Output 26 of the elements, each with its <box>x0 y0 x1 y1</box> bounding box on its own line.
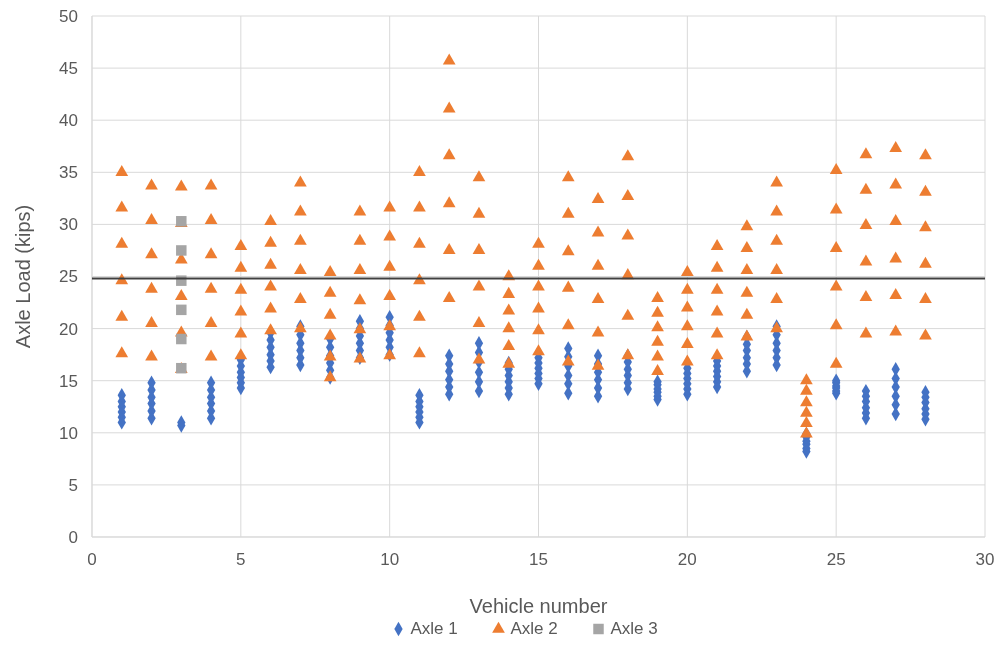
x-axis-title: Vehicle number <box>469 595 608 617</box>
y-tick-label: 15 <box>59 371 78 391</box>
y-tick-label: 20 <box>59 319 78 339</box>
y-tick-label: 10 <box>59 423 78 443</box>
y-axis-title: Axle Load (kips) <box>12 204 34 349</box>
x-tick-label: 25 <box>826 550 846 569</box>
point <box>176 245 187 256</box>
y-tick-label: 40 <box>59 111 78 131</box>
point <box>176 304 187 316</box>
x-tick-label: 30 <box>975 550 995 569</box>
x-tick-label: 0 <box>87 550 97 569</box>
y-tick-label: 5 <box>68 475 78 495</box>
legend-label: Axle 2 <box>510 619 558 638</box>
x-tick-label: 15 <box>529 550 548 569</box>
y-tick-label: 0 <box>68 527 78 547</box>
y-tick-label: 45 <box>59 59 78 79</box>
y-tick-label: 50 <box>59 6 78 26</box>
y-tick-label: 30 <box>59 215 78 235</box>
legend-label: Axle 3 <box>610 619 658 638</box>
point <box>176 333 187 345</box>
legend-label: Axle 1 <box>410 619 458 638</box>
y-tick-label: 25 <box>59 267 78 287</box>
x-tick-label: 5 <box>236 550 246 569</box>
y-tick-label: 35 <box>59 163 78 183</box>
x-tick-label: 10 <box>380 550 400 569</box>
x-tick-label: 20 <box>677 550 697 569</box>
